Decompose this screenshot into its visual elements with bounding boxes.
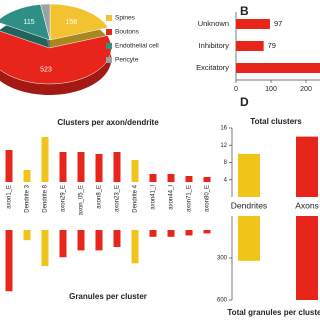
value-label: 97	[274, 19, 282, 28]
x-tick-label: 0	[234, 86, 238, 93]
bar	[236, 41, 264, 51]
bar	[41, 137, 49, 182]
category-label: Dendrite 3	[25, 184, 31, 212]
bar	[236, 19, 270, 29]
pie-slice	[0, 4, 51, 41]
slice-label: 115	[24, 19, 35, 26]
category-label: Dendrites	[231, 200, 267, 210]
bar	[203, 177, 211, 182]
chart-title: Granules per cluster	[69, 292, 147, 301]
y-tick-label: 600	[217, 298, 228, 304]
bar	[296, 216, 318, 300]
slice-label: 158	[65, 19, 77, 26]
category-label: Dendrite 8	[43, 184, 49, 212]
category-label: axon80_E	[205, 185, 211, 212]
bar	[167, 174, 175, 182]
x-tick-label: 200	[300, 86, 312, 93]
bar	[131, 160, 139, 182]
category-label: Axons	[295, 200, 319, 210]
bar	[95, 154, 103, 182]
category-label: axon71_E	[187, 185, 193, 212]
bar	[203, 230, 211, 234]
y-tick-label: 12	[220, 143, 227, 149]
legend-swatch	[106, 29, 112, 35]
y-tick-label: 16	[220, 126, 227, 132]
bar	[113, 230, 121, 247]
chart-title: Total clusters	[250, 117, 302, 126]
y-tick-label: 8	[224, 160, 228, 166]
chart-title: Clusters per axon/dendrite	[57, 118, 159, 127]
category-label: axon8_E	[97, 185, 103, 209]
bar	[296, 136, 318, 197]
panel-label: D	[240, 95, 249, 109]
value-label: 79	[268, 41, 276, 50]
bar	[41, 230, 49, 267]
bar	[59, 230, 67, 258]
category-label: Excitatory	[196, 63, 229, 72]
legend-label: Endothelial cell	[115, 43, 159, 50]
pie-slice	[49, 3, 109, 41]
bar	[5, 230, 13, 292]
slice-label: 523	[40, 66, 52, 73]
bar	[238, 153, 260, 197]
bar	[167, 230, 175, 237]
pie-slice	[0, 30, 112, 85]
bar	[59, 152, 67, 182]
category-label: Unknown	[198, 19, 229, 28]
y-tick-label: 300	[217, 256, 228, 262]
bar	[131, 230, 139, 264]
bar	[149, 174, 157, 182]
category-label: Dendrite 4	[133, 184, 139, 212]
category-label: axon44_I	[169, 185, 175, 210]
legend-label: Boutons	[115, 29, 140, 36]
bar	[77, 152, 85, 182]
bar	[23, 230, 31, 241]
chart-title: Total granules per cluster	[227, 308, 320, 317]
bar	[236, 63, 320, 73]
category-label: axon_05_E	[79, 185, 85, 215]
bar	[5, 150, 13, 182]
bar	[185, 176, 193, 182]
legend-swatch	[106, 57, 112, 63]
bar	[149, 230, 157, 237]
category-label: axon41_I	[151, 185, 157, 210]
y-tick-label: 4	[224, 177, 228, 183]
bar	[113, 152, 121, 182]
bar	[77, 230, 85, 251]
category-label: Inhibitory	[199, 41, 230, 50]
panel-label: B	[240, 4, 249, 18]
pie-slice	[40, 3, 51, 41]
legend-label: Spines	[115, 15, 136, 22]
x-tick-label: 100	[265, 86, 277, 93]
bar	[238, 216, 260, 261]
legend-swatch	[106, 43, 112, 49]
bar	[185, 230, 193, 236]
legend-label: Pericyte	[115, 57, 139, 64]
legend-swatch	[106, 15, 112, 21]
category-label: axon29_E	[61, 185, 67, 212]
category-label: axon1_E	[7, 185, 13, 209]
bar	[95, 230, 103, 251]
category-label: axon23_E	[115, 185, 121, 212]
bar	[23, 170, 31, 182]
